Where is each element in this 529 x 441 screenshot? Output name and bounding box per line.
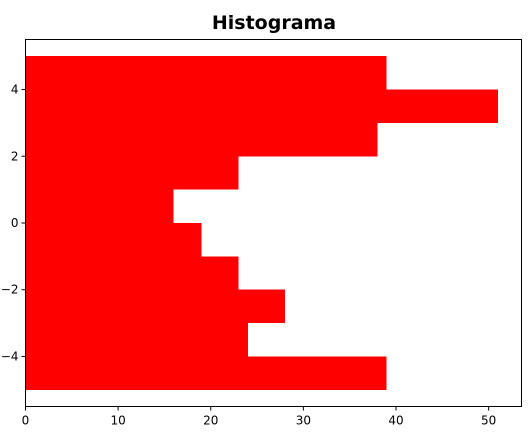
histogram-bar-6 bbox=[25, 156, 239, 190]
y-tick-label-0: −4 bbox=[1, 349, 19, 363]
histogram-bar-7 bbox=[25, 122, 378, 157]
y-tick-label-4: 4 bbox=[11, 83, 19, 97]
plot-frame bbox=[25, 39, 522, 407]
histogram-bar-1 bbox=[25, 323, 248, 357]
x-tick-label-2: 20 bbox=[203, 414, 218, 428]
histogram-bar-5 bbox=[25, 189, 174, 223]
x-tick-label-0: 0 bbox=[22, 414, 30, 428]
x-tick-label-5: 50 bbox=[481, 414, 496, 428]
x-tick-label-1: 10 bbox=[110, 414, 125, 428]
histogram-bar-9 bbox=[25, 56, 387, 90]
x-tick-label-3: 30 bbox=[296, 414, 311, 428]
chart-title: Histograma bbox=[212, 12, 336, 34]
y-tick-label-3: 2 bbox=[11, 149, 19, 163]
y-tick-label-2: 0 bbox=[11, 216, 19, 230]
y-tick-label-1: −2 bbox=[1, 283, 19, 297]
bars-layer bbox=[25, 56, 498, 390]
histogram-bar-3 bbox=[25, 256, 239, 290]
ticks-layer: 0 10 20 30 40 50 −4 −2 0 2 4 bbox=[1, 83, 496, 428]
histogram-bar-2 bbox=[25, 289, 285, 324]
x-tick-label-4: 40 bbox=[388, 414, 403, 428]
histogram-bar-0 bbox=[25, 356, 387, 390]
histogram-bar-8 bbox=[25, 89, 498, 123]
histogram-bar-4 bbox=[25, 223, 202, 257]
